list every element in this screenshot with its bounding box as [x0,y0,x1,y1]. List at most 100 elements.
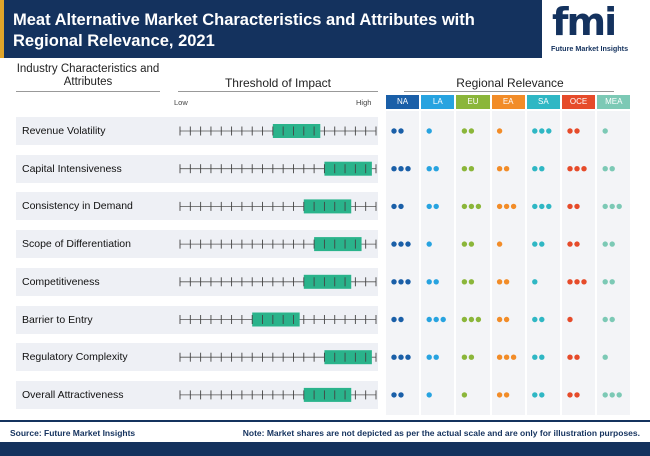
region-dot-oce [567,241,573,247]
region-dot-na [391,392,397,398]
region-dot-sa [546,203,552,210]
region-dot-na [405,166,411,172]
region-dot-na [398,166,404,172]
region-dot-ea [503,166,510,172]
region-dot-eu [468,128,475,134]
region-dot-mea [616,203,622,210]
region-dot-oce [567,279,573,285]
region-dot-eu [461,203,468,210]
region-dot-eu [461,392,468,398]
region-dot-eu [475,203,482,210]
impact-bar [324,350,372,365]
region-dot-la [426,166,432,172]
region-dot-mea [609,392,615,398]
region-dot-ea [503,203,510,210]
region-dot-sa [539,128,545,134]
region-dot-sa [532,316,538,323]
region-dot-eu [468,354,475,360]
region-dot-mea [609,166,615,172]
region-dot-ea [503,354,510,360]
row-label: Consistency in Demand [22,200,133,213]
logo-mark: fmi [552,0,617,44]
region-badge-oce: OCE [562,95,596,109]
region-dot-eu [475,316,482,323]
region-dot-sa [539,392,545,398]
region-badge-ea: EA [491,95,525,109]
region-dot-oce [574,241,580,247]
row-label: Regulatory Complexity [22,351,128,364]
region-dot-sa [532,392,538,398]
region-dot-ea [510,203,517,210]
region-dot-la [426,354,432,360]
region-dot-sa [539,316,545,323]
region-dot-oce [567,203,573,210]
region-dot-ea [496,241,503,247]
region-dot-sa [539,166,545,172]
region-dot-ea [503,316,510,323]
region-dot-mea [602,128,608,134]
region-dot-ea [503,279,510,285]
row-label: Competitiveness [22,275,100,288]
region-dot-ea [496,279,503,285]
row-label: Capital Intensiveness [22,162,122,175]
region-dot-oce [574,166,580,172]
region-dot-ea [496,392,503,398]
impact-bar [272,124,321,138]
impact-bar [252,312,300,327]
region-dot-eu [461,354,468,360]
region-dot-oce [567,392,573,398]
region-dot-na [391,203,397,210]
characteristics-heading-rule [16,91,160,92]
region-dot-oce [567,316,573,323]
region-dot-la [426,203,432,210]
region-dot-eu [468,241,475,247]
region-column-sa [526,111,560,415]
region-dot-na [398,241,404,247]
region-dot-mea [602,203,608,210]
region-dot-na [398,392,404,398]
region-dot-la [433,203,439,210]
region-dot-la [433,166,439,172]
region-dot-mea [602,241,608,247]
region-dot-la [426,241,432,247]
region-dot-sa [539,241,545,247]
region-column-na [386,111,420,415]
region-dot-la [426,279,432,285]
impact-bar [324,161,372,176]
region-dot-oce [567,166,573,172]
threshold-heading: Threshold of Impact [224,76,332,90]
region-badge-eu: EU [456,95,490,109]
row-label: Scope of Differentiation [22,238,131,251]
region-dot-na [405,279,411,285]
header-accent [0,0,4,58]
row-label: Revenue Volatility [22,125,106,137]
region-dot-mea [616,392,622,398]
region-badge-na: NA [386,95,420,109]
regional-heading: Regional Relevance [456,76,564,90]
region-dot-oce [574,392,580,398]
impact-bar [303,199,352,214]
region-dot-sa [539,354,545,360]
region-dot-na [391,279,397,285]
region-dot-mea [602,166,608,172]
region-dot-eu [461,128,468,134]
region-dot-la [440,316,446,323]
region-dot-oce [574,279,580,285]
region-dot-eu [468,316,475,323]
region-dot-mea [602,392,608,398]
region-dot-oce [581,279,587,285]
region-dot-oce [567,128,573,134]
region-badge-la: LA [421,95,455,109]
characteristics-heading: Industry Characteristics and Attributes [16,63,160,88]
region-dot-la [433,279,439,285]
region-dot-eu [461,279,468,285]
region-dot-ea [496,316,503,323]
region-dot-eu [468,166,475,172]
region-column-eu [456,111,490,415]
low-label: Low [174,98,188,107]
region-dot-oce [574,354,580,360]
region-dot-eu [461,166,468,172]
region-dot-na [405,241,411,247]
region-dot-sa [546,128,552,134]
region-column-mea [597,111,631,415]
